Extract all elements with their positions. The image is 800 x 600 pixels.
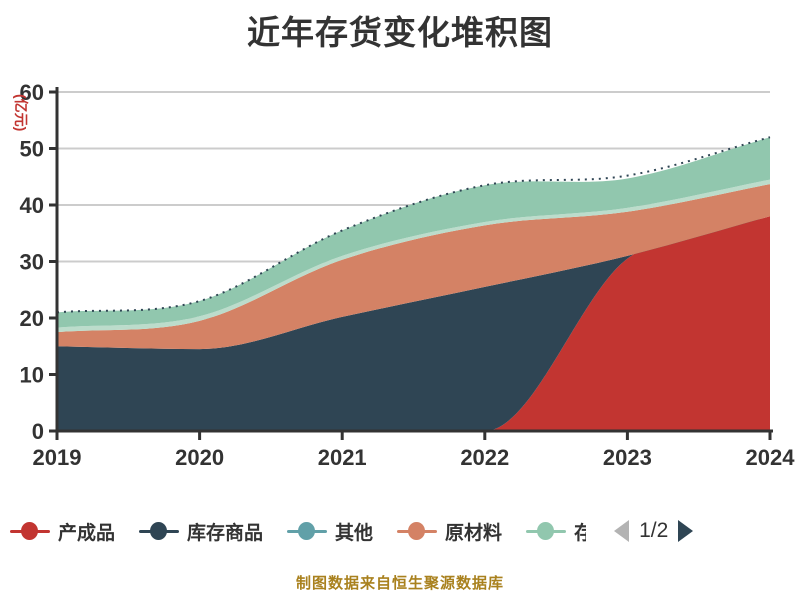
area-band-4	[57, 179, 770, 333]
x-tick-label: 2023	[603, 445, 652, 470]
y-tick-label: 0	[32, 419, 44, 444]
legend-next-icon[interactable]	[678, 520, 694, 542]
area-band-3	[57, 184, 770, 350]
legend-line-circle-icon	[139, 521, 180, 541]
legend-item-2[interactable]: 其他	[287, 518, 373, 545]
legend-line-circle-icon	[287, 521, 328, 541]
legend-prev-icon[interactable]	[614, 520, 630, 542]
legend-pager: 1/2	[614, 519, 694, 543]
y-axis-title: (亿元)	[13, 94, 29, 131]
y-tick-label: 60	[20, 80, 44, 105]
y-tick-label: 20	[20, 306, 44, 331]
legend-line-circle-icon	[10, 521, 50, 541]
legend-label: 产成品	[58, 522, 116, 544]
area-band-5	[57, 137, 770, 328]
legend: 产成品 库存商品 其他 原材料 存 1/2	[10, 514, 798, 548]
total-dashed-line	[56, 136, 771, 314]
legend-label: 其他	[335, 522, 374, 544]
chart-title: 近年存货变化堆积图	[247, 14, 553, 51]
legend-item-4[interactable]: 存	[526, 518, 586, 545]
stacked-area-chart: 0 10 20 30 40 50 60 2019 2020 2021 2022 2023 2024 (亿元…	[13, 80, 796, 470]
y-tick-label: 10	[20, 363, 44, 388]
x-tick-label: 2022	[460, 445, 509, 470]
data-source-note: 制图数据来自恒生聚源数据库	[295, 575, 504, 592]
legend-item-3[interactable]: 原材料	[397, 518, 502, 545]
area-band-0	[57, 216, 770, 431]
x-tick-label: 2024	[746, 445, 796, 470]
legend-line-circle-icon	[397, 521, 438, 541]
legend-page-indicator: 1/2	[639, 519, 669, 542]
legend-item-1[interactable]: 库存商品	[139, 518, 263, 545]
legend-item-0[interactable]: 产成品	[10, 518, 115, 545]
y-tick-label: 40	[20, 193, 44, 218]
legend-label: 库存商品	[187, 522, 264, 544]
y-tick-label: 50	[20, 137, 44, 162]
area-band-1	[57, 216, 770, 431]
x-tick-label: 2021	[318, 445, 367, 470]
x-tick-label: 2020	[175, 445, 224, 470]
x-tick-label: 2019	[33, 445, 82, 470]
legend-label: 原材料	[445, 522, 503, 544]
y-tick-label: 30	[20, 250, 44, 275]
legend-line-circle-icon	[526, 521, 567, 541]
legend-label: 存	[574, 522, 587, 544]
